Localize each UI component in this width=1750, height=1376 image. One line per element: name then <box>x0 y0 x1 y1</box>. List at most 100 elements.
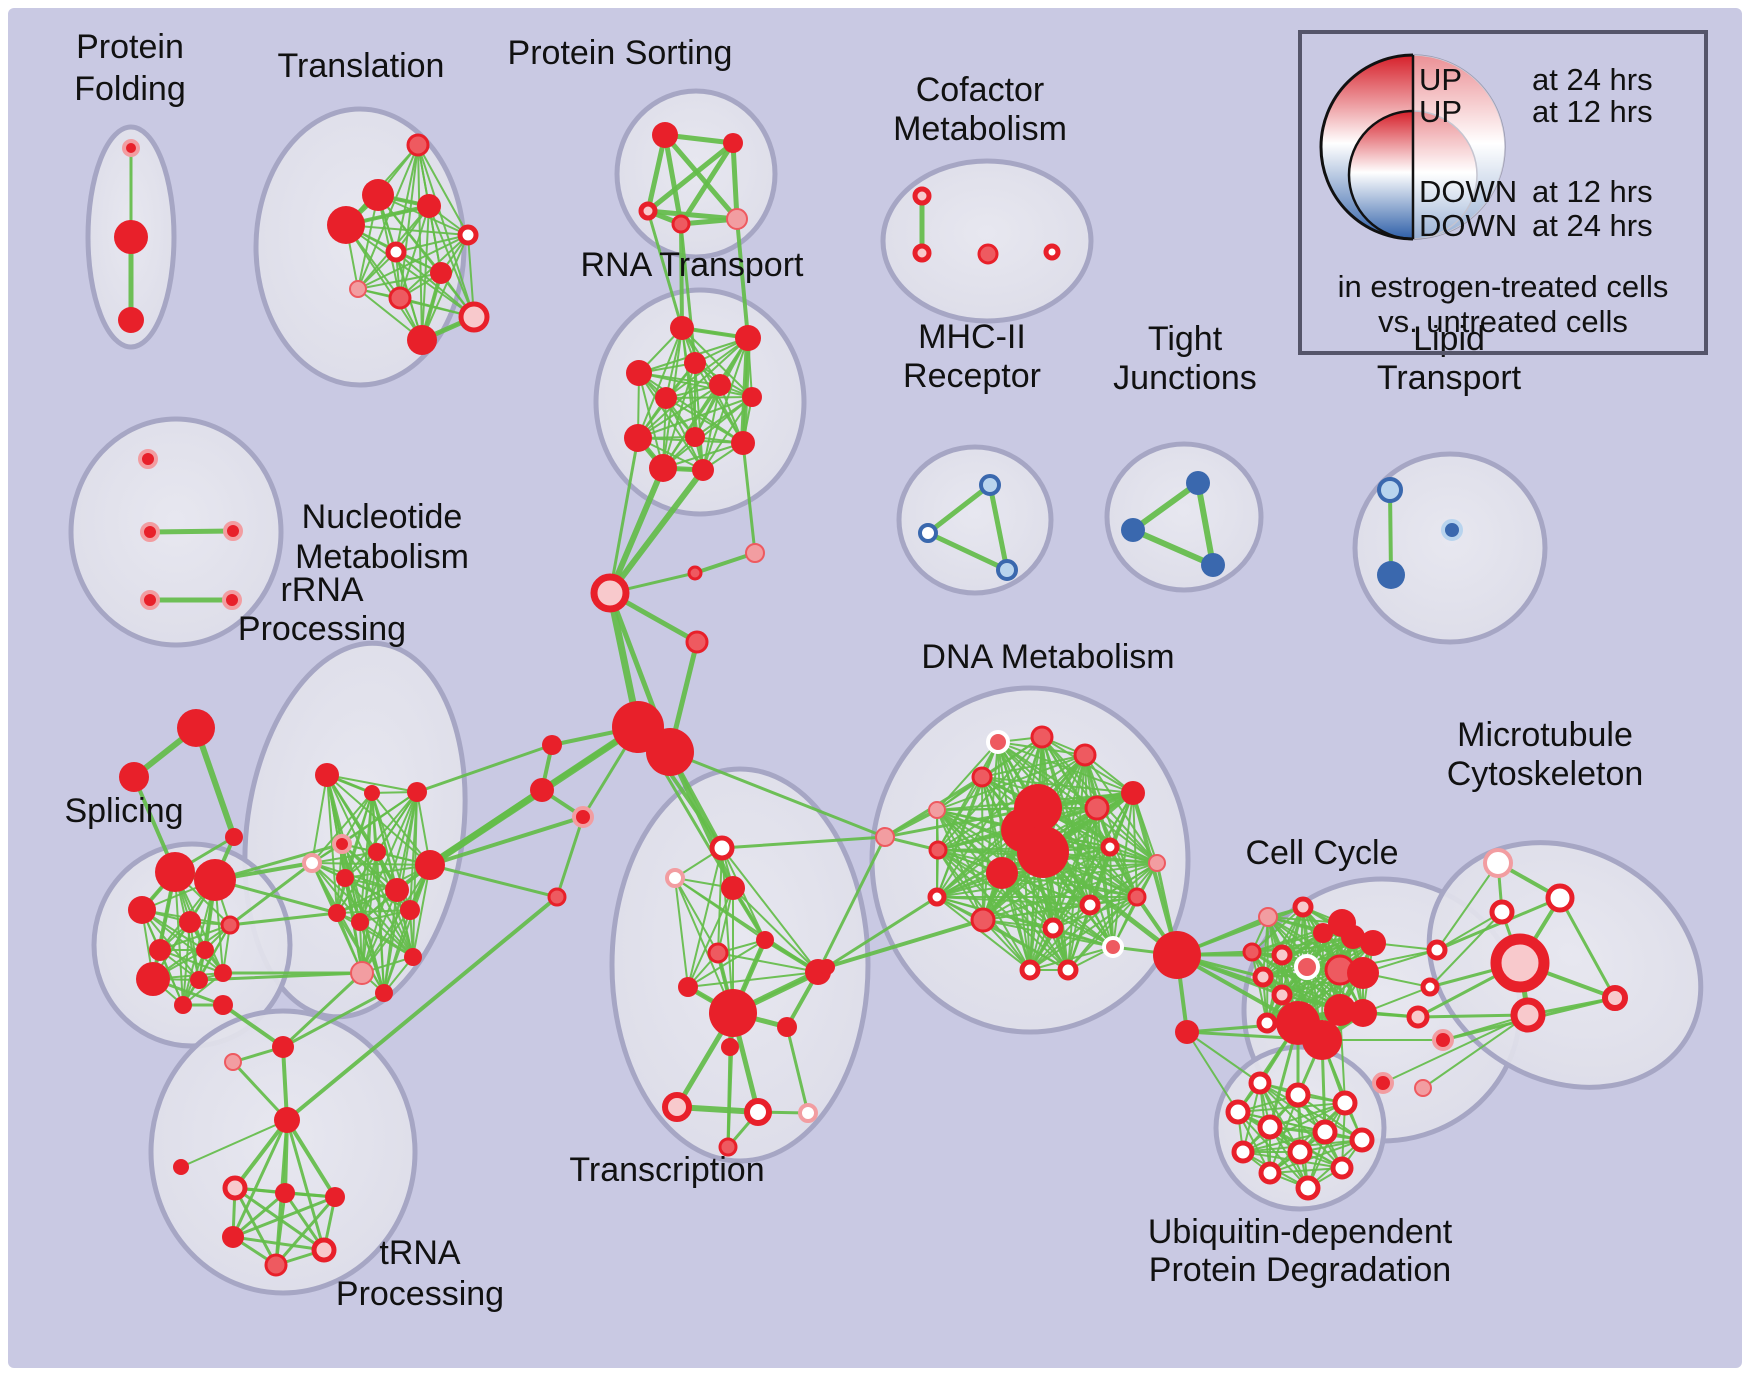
gene-node[interactable] <box>646 728 694 776</box>
gene-node[interactable] <box>407 782 427 802</box>
gene-node[interactable] <box>1372 1072 1394 1094</box>
gene-node[interactable] <box>1030 725 1054 749</box>
gene-node[interactable] <box>1252 966 1274 988</box>
gene-node[interactable] <box>1432 1029 1454 1051</box>
gene-node[interactable] <box>140 522 160 542</box>
gene-node[interactable] <box>662 1092 692 1122</box>
gene-node[interactable] <box>138 449 158 469</box>
gene-node[interactable] <box>173 1159 189 1175</box>
gene-node[interactable] <box>122 139 140 157</box>
gene-node[interactable] <box>1341 925 1365 949</box>
gene-node[interactable] <box>986 730 1010 754</box>
gene-node[interactable] <box>1102 936 1124 958</box>
gene-node[interactable] <box>214 964 232 982</box>
gene-node[interactable] <box>1257 1114 1283 1140</box>
gene-node[interactable] <box>1201 553 1225 577</box>
gene-node[interactable] <box>912 186 932 206</box>
gene-node[interactable] <box>1292 896 1314 918</box>
gene-node[interactable] <box>114 220 148 254</box>
gene-node[interactable] <box>1420 977 1440 997</box>
gene-node[interactable] <box>1330 1156 1354 1180</box>
gene-node[interactable] <box>718 1137 738 1157</box>
gene-node[interactable] <box>678 977 698 997</box>
gene-node[interactable] <box>572 806 594 828</box>
gene-node[interactable] <box>264 1253 288 1277</box>
gene-node[interactable] <box>1121 781 1145 805</box>
gene-node[interactable] <box>128 896 156 924</box>
gene-node[interactable] <box>332 834 352 854</box>
gene-node[interactable] <box>756 931 774 949</box>
gene-node[interactable] <box>928 801 946 819</box>
gene-node[interactable] <box>1295 1175 1321 1201</box>
gene-node[interactable] <box>687 565 703 581</box>
gene-node[interactable] <box>624 424 652 452</box>
gene-node[interactable] <box>1258 907 1278 927</box>
gene-node[interactable] <box>1043 243 1061 261</box>
gene-node[interactable] <box>1602 985 1628 1011</box>
gene-node[interactable] <box>362 179 394 211</box>
gene-node[interactable] <box>404 948 422 966</box>
gene-node[interactable] <box>1271 944 1293 966</box>
gene-node[interactable] <box>272 1036 294 1058</box>
gene-node[interactable] <box>458 301 490 333</box>
gene-node[interactable] <box>1349 999 1377 1027</box>
gene-node[interactable] <box>655 387 677 409</box>
gene-node[interactable] <box>364 785 380 801</box>
gene-node[interactable] <box>140 590 160 610</box>
gene-node[interactable] <box>977 243 999 265</box>
gene-node[interactable] <box>735 325 761 351</box>
gene-node[interactable] <box>385 241 407 263</box>
gene-node[interactable] <box>1377 477 1403 503</box>
gene-node[interactable] <box>1148 854 1166 872</box>
gene-node[interactable] <box>547 887 567 907</box>
gene-node[interactable] <box>1312 1119 1338 1145</box>
gene-node[interactable] <box>1079 894 1101 916</box>
gene-node[interactable] <box>726 208 748 230</box>
gene-node[interactable] <box>1406 1005 1430 1029</box>
gene-node[interactable] <box>731 431 755 455</box>
gene-node[interactable] <box>1258 1161 1282 1185</box>
gene-node[interactable] <box>1017 826 1069 878</box>
gene-node[interactable] <box>415 850 445 880</box>
gene-node[interactable] <box>1313 923 1333 943</box>
gene-node[interactable] <box>1242 942 1262 962</box>
gene-node[interactable] <box>274 1107 300 1133</box>
gene-node[interactable] <box>684 352 706 374</box>
gene-node[interactable] <box>388 286 412 310</box>
gene-node[interactable] <box>707 942 729 964</box>
gene-node[interactable] <box>1490 933 1550 993</box>
gene-node[interactable] <box>302 853 322 873</box>
gene-node[interactable] <box>777 1017 797 1037</box>
gene-node[interactable] <box>1042 917 1064 939</box>
gene-node[interactable] <box>723 133 743 153</box>
gene-node[interactable] <box>1100 837 1120 857</box>
gene-node[interactable] <box>213 995 233 1015</box>
gene-node[interactable] <box>875 827 895 847</box>
gene-node[interactable] <box>190 971 208 989</box>
gene-node[interactable] <box>685 630 709 654</box>
gene-node[interactable] <box>996 559 1018 581</box>
gene-node[interactable] <box>406 133 430 157</box>
gene-node[interactable] <box>224 1053 242 1071</box>
gene-node[interactable] <box>1489 899 1515 925</box>
gene-node[interactable] <box>819 959 835 975</box>
gene-node[interactable] <box>670 316 694 340</box>
gene-node[interactable] <box>430 262 452 284</box>
gene-node[interactable] <box>542 735 562 755</box>
gene-node[interactable] <box>222 1175 248 1201</box>
gene-node[interactable] <box>375 984 393 1002</box>
gene-node[interactable] <box>709 989 757 1037</box>
gene-node[interactable] <box>311 1237 337 1263</box>
gene-node[interactable] <box>685 427 705 447</box>
gene-node[interactable] <box>179 911 201 933</box>
gene-node[interactable] <box>971 766 993 788</box>
gene-node[interactable] <box>385 878 409 902</box>
gene-node[interactable] <box>1287 1139 1313 1165</box>
gene-node[interactable] <box>742 387 762 407</box>
gene-node[interactable] <box>1441 519 1463 541</box>
gene-node[interactable] <box>196 941 214 959</box>
gene-node[interactable] <box>222 1226 244 1248</box>
gene-node[interactable] <box>225 828 243 846</box>
gene-node[interactable] <box>1302 1020 1342 1060</box>
gene-node[interactable] <box>400 900 420 920</box>
